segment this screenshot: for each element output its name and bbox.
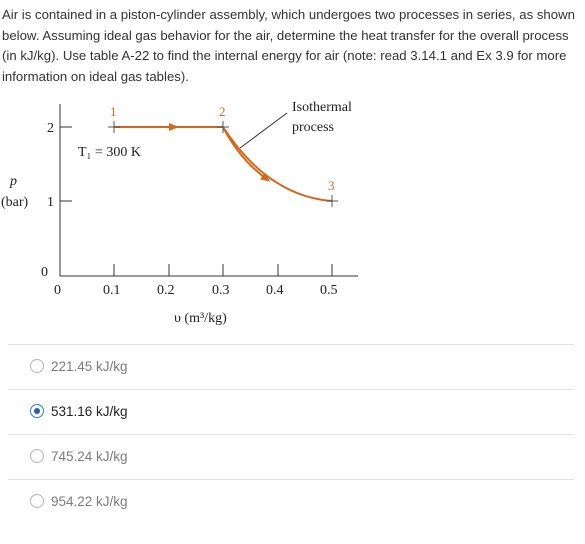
divider bbox=[8, 344, 574, 345]
state-marker-3 bbox=[326, 195, 338, 207]
state-label-1: 1 bbox=[110, 104, 117, 119]
radio-button[interactable] bbox=[30, 449, 44, 463]
x-tick-label-0.1: 0.1 bbox=[103, 283, 121, 298]
divider bbox=[8, 434, 574, 435]
state-label-3: 3 bbox=[328, 178, 335, 193]
answer-option-label: 745.24 kJ/kg bbox=[51, 448, 128, 464]
x-tick-label-0.4: 0.4 bbox=[266, 283, 284, 298]
answer-option-3[interactable]: 745.24 kJ/kg bbox=[30, 445, 128, 467]
answer-option-4[interactable]: 954.22 kJ/kg bbox=[30, 490, 128, 512]
answer-option-label: 221.45 kJ/kg bbox=[51, 358, 128, 374]
y-tick-label-2: 2 bbox=[47, 121, 54, 136]
y-tick-label-1: 1 bbox=[47, 195, 54, 210]
x-tick-label-0.3: 0.3 bbox=[212, 283, 230, 298]
divider bbox=[8, 389, 574, 390]
state-marker-1 bbox=[108, 121, 120, 133]
x-tick-label-0.2: 0.2 bbox=[157, 283, 175, 298]
annotation-process: process bbox=[292, 120, 334, 135]
answer-option-2[interactable]: 531.16 kJ/kg bbox=[30, 400, 128, 422]
question-text: Air is contained in a piston-cylinder as… bbox=[2, 7, 575, 84]
answer-option-label: 954.22 kJ/kg bbox=[51, 493, 128, 509]
answer-option-label: 531.16 kJ/kg bbox=[51, 403, 128, 419]
radio-dot bbox=[34, 408, 40, 414]
x-tick-label-0.5: 0.5 bbox=[320, 283, 338, 298]
answer-option-1[interactable]: 221.45 kJ/kg bbox=[30, 355, 128, 377]
annotation-leader-line bbox=[239, 112, 288, 149]
process-arrow-2-3 bbox=[222, 126, 271, 182]
process-curve-2-3 bbox=[222, 126, 333, 202]
pv-diagram: 2 1 0 0 0.1 0.2 0.3 0.4 0.5 p (bar) υ (m… bbox=[1, 100, 358, 326]
radio-button[interactable] bbox=[30, 494, 44, 508]
radio-button[interactable] bbox=[30, 359, 44, 373]
annotation-isothermal: Isothermal bbox=[292, 100, 352, 115]
radio-button-selected[interactable] bbox=[30, 404, 44, 418]
y-tick-label-0: 0 bbox=[41, 265, 48, 280]
state-marker-2 bbox=[217, 121, 229, 133]
state-label-2: 2 bbox=[219, 104, 226, 119]
y-axis-label-symbol: p bbox=[9, 174, 17, 189]
divider bbox=[8, 479, 574, 480]
y-axis-label-unit: (bar) bbox=[1, 195, 29, 210]
temperature-label: T₁ = 300 K bbox=[78, 145, 141, 160]
x-tick-label-0: 0 bbox=[54, 283, 61, 298]
x-axis-label: υ (m³/kg) bbox=[174, 311, 227, 326]
